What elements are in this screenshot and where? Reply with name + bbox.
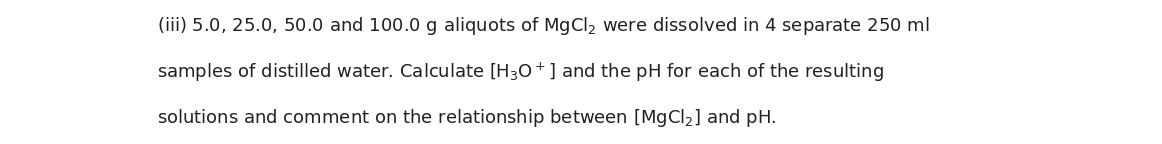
Text: solutions and comment on the relationship between [MgCl$_2$] and pH.: solutions and comment on the relationshi… (157, 107, 776, 129)
Text: samples of distilled water. Calculate [H$_3$O$^+$] and the pH for each of the re: samples of distilled water. Calculate [H… (157, 60, 884, 84)
Text: (iii) 5.0, 25.0, 50.0 and 100.0 g aliquots of MgCl$_2$ were dissolved in 4 separ: (iii) 5.0, 25.0, 50.0 and 100.0 g aliquo… (157, 15, 930, 37)
